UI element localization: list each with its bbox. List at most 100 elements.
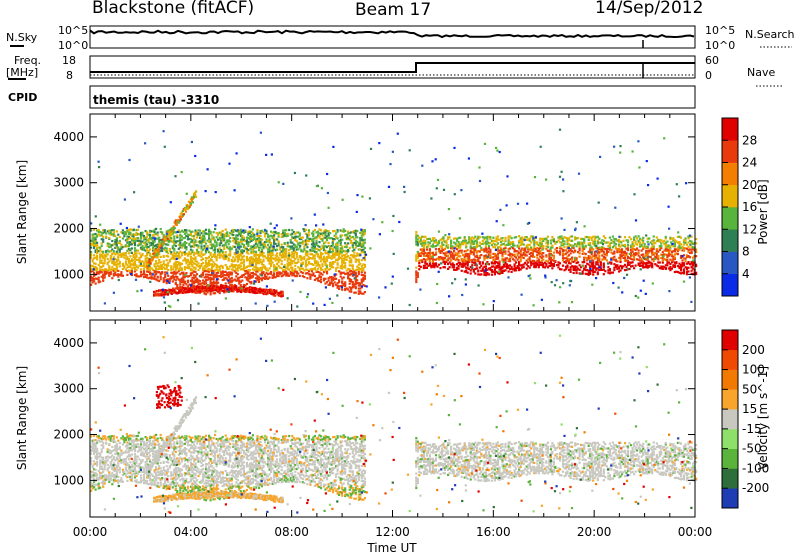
echo-cell [230, 271, 233, 274]
echo-cell [592, 248, 595, 251]
echo-cell [327, 256, 330, 259]
echo-cell [642, 253, 645, 256]
echo-cell [179, 268, 182, 271]
echo-cell [271, 276, 274, 279]
echo-cell [235, 240, 238, 243]
echo-cell [250, 272, 253, 275]
echo-cell [362, 251, 365, 254]
echo-cell [595, 267, 598, 270]
echo-cell [259, 277, 262, 280]
echo-cell [97, 230, 100, 233]
echo-cell [421, 248, 424, 251]
freq-right-tick-lo: 0 [705, 69, 712, 82]
echo-cell [115, 230, 118, 233]
echo-cell [183, 232, 186, 235]
echo-cell [149, 237, 152, 240]
echo-cell [188, 290, 191, 293]
echo-cell [463, 258, 466, 261]
echo-cell [353, 230, 356, 233]
echo-cell [186, 275, 189, 278]
echo-cell [695, 238, 698, 241]
echo-cell [227, 243, 230, 246]
echo-cell [223, 247, 226, 250]
echo-cell [136, 275, 140, 278]
echo-cell [422, 258, 425, 261]
echo-cell [155, 250, 158, 253]
echo-cell [622, 244, 625, 247]
echo-cell [232, 228, 235, 232]
echo-cell [625, 268, 628, 271]
echo-cell [114, 273, 117, 276]
echo-cell [316, 277, 320, 280]
echo-cell [319, 276, 323, 279]
echo-cell [351, 244, 354, 247]
echo-cell [93, 266, 96, 269]
echo-cell [274, 290, 277, 293]
echo-cell [191, 282, 194, 285]
echo-cell [486, 273, 489, 276]
echo-cell [661, 259, 664, 262]
echo-cell [319, 237, 323, 241]
echo-cell [357, 248, 360, 251]
echo-cell [173, 276, 176, 279]
echo-cell [168, 249, 171, 252]
echo-cell [221, 237, 224, 240]
echo-cell [120, 231, 123, 234]
echo-cell [294, 239, 297, 242]
echo-cell [121, 274, 124, 277]
echo-cell [283, 248, 286, 251]
echo-cell [282, 249, 285, 252]
echo-cell [214, 274, 217, 277]
echo-cell [127, 269, 130, 272]
echo-cell [263, 255, 267, 258]
echo-cell [162, 279, 165, 282]
echo-cell [180, 246, 183, 249]
echo-cell [197, 246, 200, 249]
echo-cell [481, 269, 484, 272]
echo-cell [306, 246, 309, 249]
echo-cell [418, 259, 421, 262]
echo-cell [610, 257, 613, 260]
echo-cell [139, 233, 143, 236]
echo-cell [159, 239, 162, 242]
echo-cell [159, 289, 162, 292]
echo-cell [472, 246, 475, 249]
echo-cell [114, 271, 117, 274]
echo-cell [447, 267, 450, 270]
echo-cell [651, 258, 654, 261]
echo-cell [593, 266, 596, 269]
echo-cell [525, 244, 528, 247]
echo-cell [310, 246, 313, 249]
echo-cell [348, 286, 351, 289]
echo-cell [468, 238, 471, 241]
echo-cell [221, 252, 224, 255]
echo-cell [241, 240, 244, 243]
echo-cell [173, 235, 176, 238]
echo-cell [354, 242, 357, 245]
echo-cell [341, 247, 344, 250]
echo-cell [291, 241, 294, 244]
echo-cell [297, 272, 300, 275]
echo-cell [537, 258, 540, 261]
echo-cell [262, 276, 265, 280]
echo-cell [188, 261, 191, 264]
echo-cell [578, 247, 581, 250]
echo-cell [631, 250, 634, 253]
echo-cell [669, 249, 672, 252]
echo-cell [257, 257, 261, 260]
echo-cell [518, 269, 521, 272]
echo-cell [433, 266, 436, 269]
echo-cell [121, 246, 124, 249]
echo-cell [533, 249, 536, 252]
echo-cell [484, 262, 487, 265]
echo-cell [90, 283, 93, 286]
echo-cell [189, 261, 192, 264]
echo-cell [598, 241, 601, 244]
echo-cell [561, 264, 565, 267]
echo-cell [185, 248, 188, 251]
echo-cell [270, 290, 273, 293]
echo-cell [682, 268, 686, 271]
echo-cell [338, 287, 341, 290]
echo-cell [333, 256, 336, 259]
echo-cell [168, 288, 171, 291]
